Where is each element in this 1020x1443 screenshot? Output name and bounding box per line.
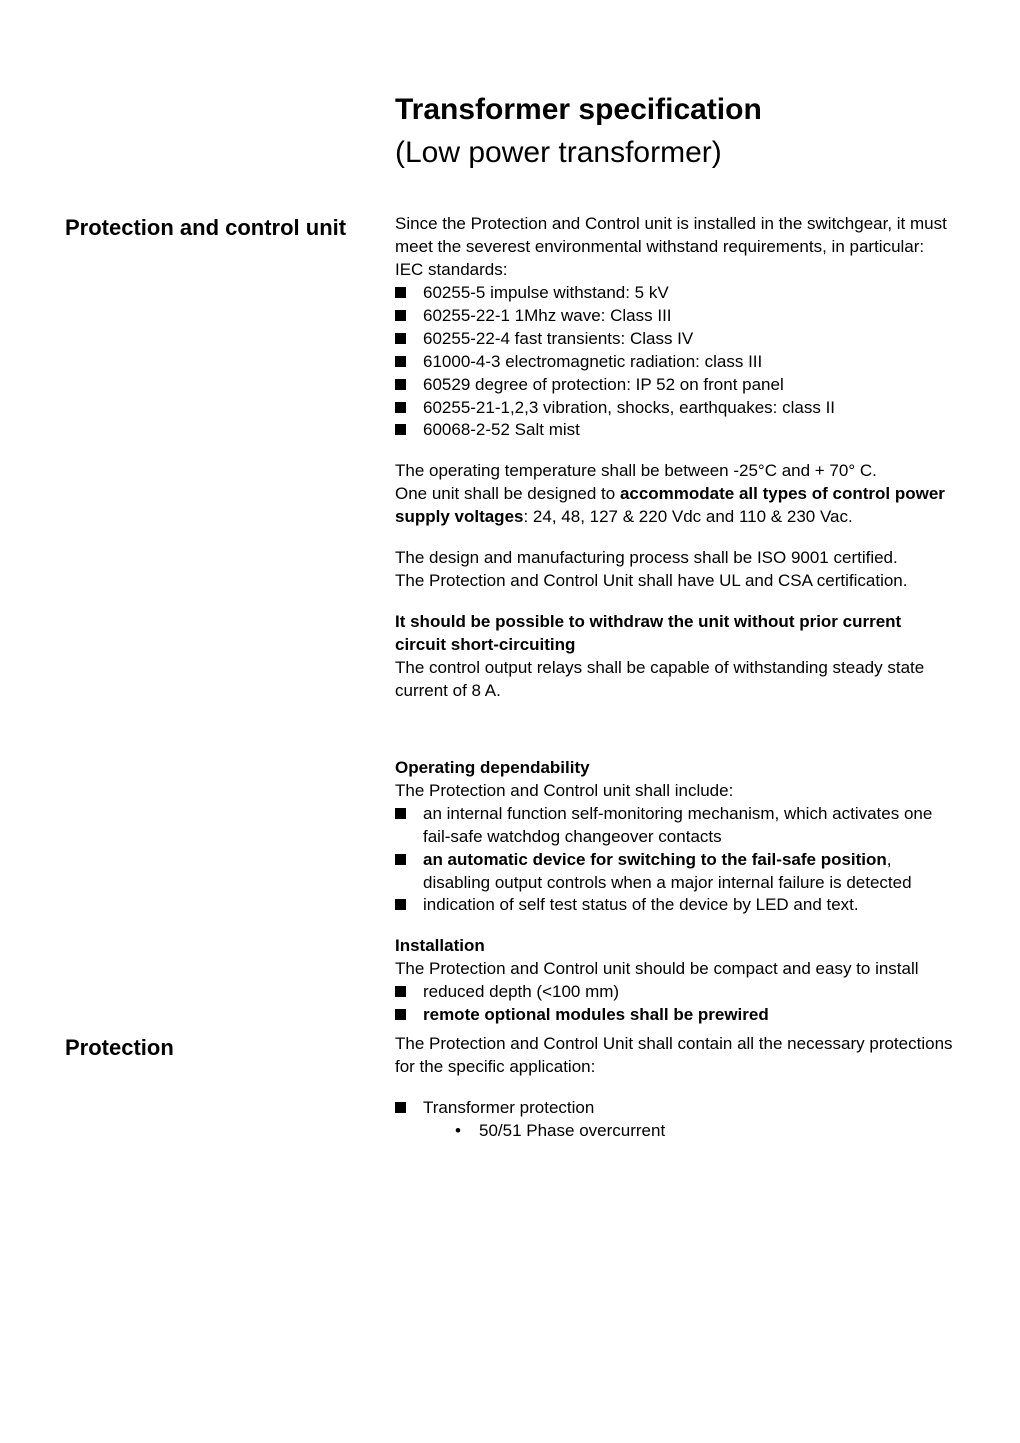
list-item: 60255-5 impulse withstand: 5 kV [395,282,955,305]
section-protection: Protection The Protection and Control Un… [65,1033,955,1143]
square-bullet-icon [395,424,406,435]
sub-list-item: 50/51 Phase overcurrent [451,1120,955,1143]
list-item-text: 60068-2-52 Salt mist [423,420,580,439]
text-span: : 24, 48, 127 & 220 Vdc and 110 & 230 Va… [523,507,852,526]
square-bullet-icon [395,899,406,910]
list-item: indication of self test status of the de… [395,894,955,917]
square-bullet-icon [395,356,406,367]
title-block: Transformer specification (Low power tra… [395,90,955,173]
section-content-protection: The Protection and Control Unit shall co… [395,1033,955,1143]
withdraw-bold: It should be possible to withdraw the un… [395,611,955,657]
install-heading: Installation [395,935,955,958]
text-span: One unit shall be designed to [395,484,620,503]
square-bullet-icon [395,287,406,298]
list-item-text: an internal function self-monitoring mec… [423,804,932,846]
list-item: Transformer protection 50/51 Phase overc… [395,1097,955,1143]
list-item: an automatic device for switching to the… [395,849,955,895]
document-subtitle: (Low power transformer) [395,133,955,174]
square-bullet-icon [395,333,406,344]
square-bullet-icon [395,1102,406,1113]
install-intro: The Protection and Control unit should b… [395,958,955,981]
opdep-list: an internal function self-monitoring mec… [395,803,955,918]
list-item-text: 60255-22-4 fast transients: Class IV [423,329,693,348]
list-item: 60529 degree of protection: IP 52 on fro… [395,374,955,397]
list-item-text: 61000-4-3 electromagnetic radiation: cla… [423,352,762,371]
list-item-text: 60255-21-1,2,3 vibration, shocks, earthq… [423,398,835,417]
section-label-pcu: Protection and control unit [65,213,395,243]
list-item: 60068-2-52 Salt mist [395,419,955,442]
text-bold: remote optional modules shall be prewire… [423,1005,769,1024]
square-bullet-icon [395,402,406,413]
list-item-text: indication of self test status of the de… [423,895,859,914]
ul-line: The Protection and Control Unit shall ha… [395,570,955,593]
relay-line: The control output relays shall be capab… [395,657,955,703]
document-title: Transformer specification [395,90,955,131]
iec-label: IEC standards: [395,259,955,282]
list-item-text: 60255-22-1 1Mhz wave: Class III [423,306,672,325]
section-label-protection: Protection [65,1033,395,1063]
list-item-text: 60529 degree of protection: IP 52 on fro… [423,375,784,394]
iec-standards-list: 60255-5 impulse withstand: 5 kV 60255-22… [395,282,955,443]
list-item-text: reduced depth (<100 mm) [423,982,619,1001]
protection-sublist: 50/51 Phase overcurrent [423,1120,955,1143]
square-bullet-icon [395,808,406,819]
square-bullet-icon [395,310,406,321]
square-bullet-icon [395,379,406,390]
list-item: 61000-4-3 electromagnetic radiation: cla… [395,351,955,374]
list-item: 60255-22-4 fast transients: Class IV [395,328,955,351]
text-bold: an automatic device for switching to the… [423,850,887,869]
square-bullet-icon [395,854,406,865]
list-item-text: Transformer protection [423,1098,594,1117]
temperature-line: The operating temperature shall be betwe… [395,460,955,483]
sub-list-text: 50/51 Phase overcurrent [479,1121,665,1140]
list-item: reduced depth (<100 mm) [395,981,955,1004]
list-item: 60255-22-1 1Mhz wave: Class III [395,305,955,328]
protection-list: Transformer protection 50/51 Phase overc… [395,1097,955,1143]
opdep-intro: The Protection and Control unit shall in… [395,780,955,803]
square-bullet-icon [395,986,406,997]
opdep-heading: Operating dependability [395,757,955,780]
square-bullet-icon [395,1009,406,1020]
section-pcu: Protection and control unit Since the Pr… [65,213,955,1027]
section-content-pcu: Since the Protection and Control unit is… [395,213,955,1027]
protection-intro: The Protection and Control Unit shall co… [395,1033,955,1079]
install-list: reduced depth (<100 mm) remote optional … [395,981,955,1027]
accommodate-line: One unit shall be designed to accommodat… [395,483,955,529]
list-item-text: 60255-5 impulse withstand: 5 kV [423,283,669,302]
pcu-intro: Since the Protection and Control unit is… [395,213,955,259]
list-item: remote optional modules shall be prewire… [395,1004,955,1027]
iso-line: The design and manufacturing process sha… [395,547,955,570]
list-item: 60255-21-1,2,3 vibration, shocks, earthq… [395,397,955,420]
list-item: an internal function self-monitoring mec… [395,803,955,849]
